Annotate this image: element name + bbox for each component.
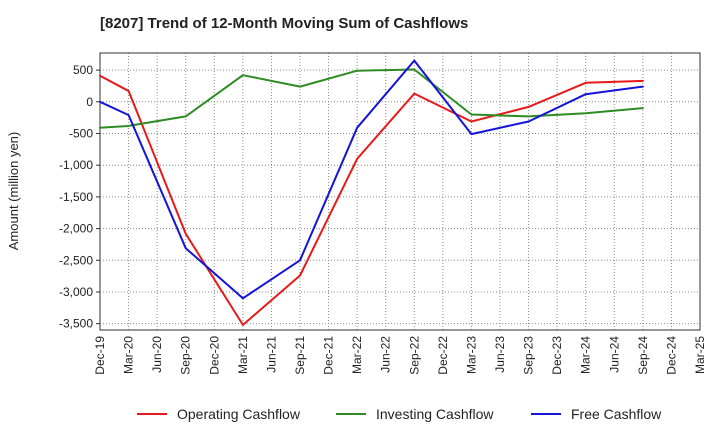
y-axis-label: Amount (million yen) [6, 132, 21, 251]
x-tick-label: Jun-22 [379, 336, 393, 373]
y-tick-label: 0 [86, 95, 93, 109]
legend-label: Free Cashflow [571, 406, 662, 422]
x-tick-label: Dec-22 [436, 336, 450, 375]
y-tick-label: -1,500 [59, 190, 93, 204]
x-tick-label: Dec-19 [93, 336, 107, 375]
series-lines [99, 59, 644, 326]
x-tick-label: Mar-20 [122, 336, 136, 374]
x-tick-label: Jun-20 [150, 336, 164, 373]
x-tick-label: Sep-20 [179, 336, 193, 375]
y-tick-label: -1,000 [59, 158, 93, 172]
grid [100, 53, 700, 330]
y-tick-label: -3,000 [59, 285, 93, 299]
legend: Operating Cashflow Investing Cashflow Free… [137, 406, 662, 422]
x-tick-label: Mar-23 [464, 336, 478, 374]
x-tick-label: Jun-21 [264, 336, 278, 373]
x-tick-label: Mar-21 [236, 336, 250, 374]
x-tick-label: Sep-23 [522, 336, 536, 375]
x-tick-label: Mar-22 [350, 336, 364, 374]
x-tick-label: Jun-23 [493, 336, 507, 373]
chart-title: [8207] Trend of 12-Month Moving Sum of C… [100, 15, 469, 32]
y-tick-label: 500 [73, 63, 93, 77]
x-tick-label: Dec-21 [322, 336, 336, 375]
x-tick-label: Dec-24 [664, 336, 678, 375]
x-tick-label: Jun-24 [607, 336, 621, 373]
series-line-investing-cashflow [99, 68, 644, 129]
x-tick-label: Sep-22 [407, 336, 421, 375]
plot-frame [99, 52, 701, 331]
x-tick-label: Dec-20 [207, 336, 221, 375]
series-line-operating-cashflow [99, 74, 644, 326]
y-tick-label: -2,500 [59, 253, 93, 267]
y-tick-label: -500 [69, 127, 93, 141]
x-tick-label: Sep-21 [293, 336, 307, 375]
x-tick-label: Sep-24 [636, 336, 650, 375]
series-line-free-cashflow [99, 59, 644, 300]
axes: Dec-19 Mar-20 Jun-20 Sep-20 Dec-20 Mar-21 Jun-… [59, 52, 707, 375]
y-tick-label: -2,000 [59, 222, 93, 236]
x-tick-label: Dec-23 [550, 336, 564, 375]
y-tick-label: -3,500 [59, 317, 93, 331]
x-tick-label: Mar-25 [693, 336, 707, 374]
x-tick-label: Mar-24 [579, 336, 593, 374]
legend-label: Operating Cashflow [177, 406, 301, 422]
legend-label: Investing Cashflow [376, 406, 494, 422]
